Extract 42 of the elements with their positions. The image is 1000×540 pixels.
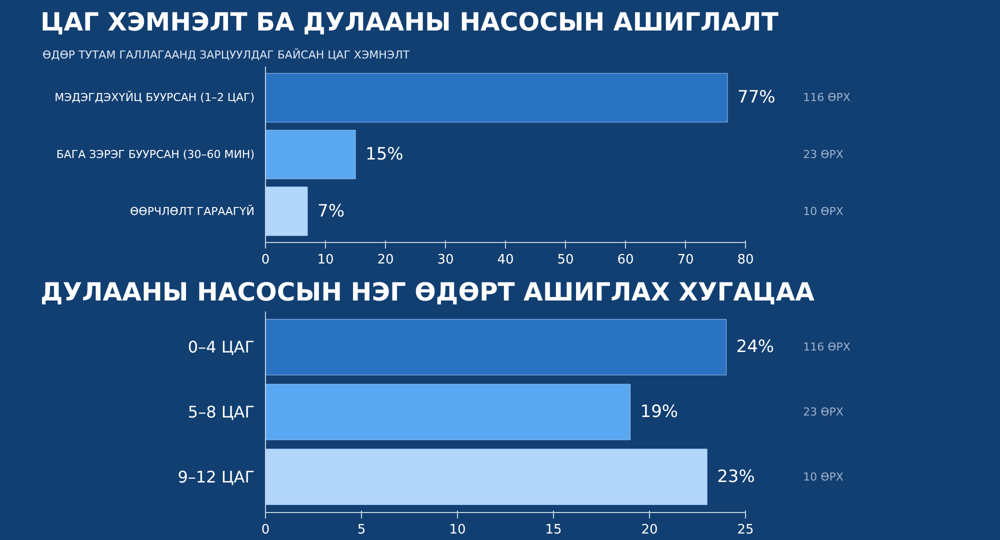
x-tick-label: 15 xyxy=(545,522,562,538)
text: 116 ӨРХ xyxy=(803,340,851,354)
chart-title: ЦАГ ХЭМНЭЛТ БА ДУЛААНЫ НАСОСЫН АШИГЛАЛТ xyxy=(40,8,778,36)
text: 116 ӨРХ xyxy=(803,91,851,104)
y-tick-label: БАГА ЗЭРЭГ БУУРСАН (30–60 МИН) xyxy=(56,148,255,161)
x-tick-label: 25 xyxy=(737,522,754,538)
y-tick-label: ӨӨРЧЛӨЛТ ГАРААГҮЙ xyxy=(130,204,255,218)
x-tick-label: 5 xyxy=(357,522,366,538)
chart-subtitle: ӨДӨР ТУТАМ ГАЛЛАГААНД ЗАРЦУУЛДАГ БАЙСАН ЦАГ ХЭМНЭЛТ xyxy=(42,48,410,62)
bar xyxy=(266,448,708,505)
bar xyxy=(266,130,356,180)
bar xyxy=(266,384,631,440)
x-tick-label: 40 xyxy=(497,252,514,268)
x-tick-label: 30 xyxy=(437,252,454,268)
bar xyxy=(266,319,727,376)
text: 10 ӨРХ xyxy=(803,470,844,484)
y-tick-label: 9–12 ЦАГ xyxy=(178,467,254,486)
text: 23 ӨРХ xyxy=(803,148,844,161)
data-label: 15% xyxy=(366,144,404,164)
x-tick-label: 0 xyxy=(261,522,270,538)
bar xyxy=(266,186,308,236)
x-tick-label: 0 xyxy=(261,252,270,268)
x-tick-label: 50 xyxy=(557,252,574,268)
x-tick-label: 10 xyxy=(317,252,334,268)
text: 10 ӨРХ xyxy=(803,204,844,218)
y-tick-label: 0–4 ЦАГ xyxy=(188,338,255,357)
bar xyxy=(266,73,728,122)
data-label: 24% xyxy=(736,337,774,358)
data-label: 19% xyxy=(640,402,678,422)
text: 23 ӨРХ xyxy=(803,406,844,418)
x-tick-label: 80 xyxy=(737,252,754,268)
data-label: 23% xyxy=(717,466,755,487)
x-tick-label: 20 xyxy=(641,522,658,538)
x-tick-label: 70 xyxy=(677,252,694,268)
data-label: 77% xyxy=(738,88,776,108)
y-tick-label: МЭДЭГДЭХҮЙЦ БУУРСАН (1–2 ЦАГ) xyxy=(54,90,254,104)
chart-title: ДУЛААНЫ НАСОСЫН НЭГ ӨДӨРТ АШИГЛАХ ХУГАЦАА xyxy=(40,278,816,306)
x-tick-label: 60 xyxy=(617,252,634,268)
x-tick-label: 10 xyxy=(449,522,466,538)
data-label: 7% xyxy=(318,201,344,222)
x-tick-label: 20 xyxy=(377,252,394,268)
y-tick-label: 5–8 ЦАГ xyxy=(188,402,255,422)
